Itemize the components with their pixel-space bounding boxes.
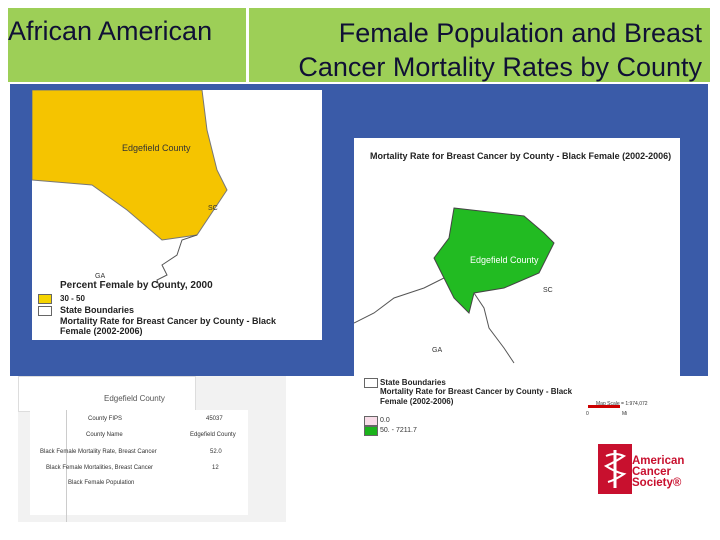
row-mortalities-label: Black Female Mortalities, Breast Cancer [46, 465, 154, 471]
right-legend-label-0: 0.0 [380, 417, 390, 424]
title-left: African American [8, 16, 213, 46]
row-fips-label: County FIPS [88, 416, 123, 422]
left-heading: Percent Female by County, 2000 [60, 280, 213, 291]
left-subheading: Mortality Rate for Breast Cancer by Coun… [60, 316, 277, 336]
county-table-body [30, 410, 248, 515]
title-band [8, 8, 710, 82]
title-divider [246, 8, 249, 82]
row-fips-value: 45037 [206, 416, 223, 422]
acs-logo [592, 440, 694, 498]
row-rate-value: 52.0 [210, 449, 222, 455]
legend-swatch-30-50 [38, 294, 52, 304]
table-divider [66, 410, 67, 522]
right-legend-swatch-0 [364, 416, 378, 426]
legend-label-30-50: 30 - 50 [60, 294, 85, 303]
left-state-ga: GA [95, 273, 106, 280]
river-line-right-2 [473, 292, 515, 364]
row-rate-label: Black Female Mortality Rate, Breast Canc… [40, 449, 157, 455]
title-right: Female Population and Breast Cancer Mort… [298, 18, 702, 82]
county-table-header [18, 376, 196, 412]
row-name-value: Edgefield County [190, 432, 236, 438]
legend-swatch-boundaries [38, 306, 52, 316]
right-legend-label-green: 50. - 7211.7 [380, 427, 417, 434]
edgefield-county-yellow [31, 89, 228, 241]
row-name-label: County Name [86, 432, 123, 438]
scale-unit: Mi [622, 411, 628, 417]
right-county-label: Edgefield County [470, 255, 539, 265]
right-legend-swatch-boundaries [364, 378, 378, 388]
right-heading: Mortality Rate for Breast Cancer by Coun… [370, 151, 672, 161]
table-title: Edgefield County [104, 394, 165, 403]
right-legend-subtitle: Mortality Rate for Breast Cancer by Coun… [380, 387, 573, 406]
scale-label: Map Scale = 1:974,072 [596, 401, 648, 407]
left-state-sc: SC [208, 205, 218, 212]
legend-label-boundaries: State Boundaries [60, 305, 135, 315]
river-line-right [353, 277, 445, 324]
right-legend-title: State Boundaries [380, 378, 446, 387]
river-line [156, 234, 198, 291]
scale-zero: 0 [586, 411, 589, 417]
right-map-svg [353, 207, 555, 364]
logo-line1: American [632, 455, 685, 467]
caduceus-icon [598, 444, 632, 494]
right-map [353, 138, 680, 376]
row-population-label: Black Female Population [68, 480, 135, 486]
right-state-ga: GA [432, 347, 443, 354]
left-map-svg [31, 89, 228, 291]
logo-line3: Society® [632, 477, 682, 489]
row-mortalities-value: 12 [212, 465, 219, 471]
scale-bar [588, 405, 620, 408]
logo-line2: Cancer [632, 466, 671, 478]
acs-logo-text: American Cancer Society® [632, 455, 685, 489]
right-state-sc: SC [543, 287, 553, 294]
left-county-label: Edgefield County [122, 143, 191, 153]
right-legend-swatch-green [364, 426, 378, 436]
left-map [31, 89, 322, 340]
